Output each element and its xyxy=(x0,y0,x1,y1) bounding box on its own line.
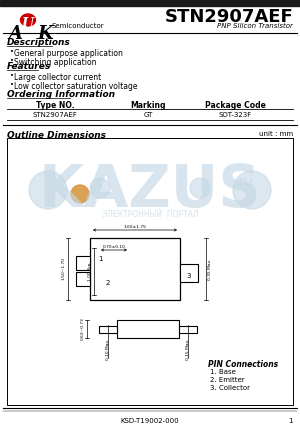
Text: PNP Silicon Transistor: PNP Silicon Transistor xyxy=(217,23,293,29)
Text: Ordering Information: Ordering Information xyxy=(7,90,115,99)
Text: A: A xyxy=(8,25,22,43)
Text: .ru: .ru xyxy=(235,175,254,189)
Text: Features: Features xyxy=(7,62,51,71)
Text: Package Code: Package Code xyxy=(205,101,266,110)
Text: 1.50~1.70: 1.50~1.70 xyxy=(62,258,66,281)
Text: 0.70±0.10: 0.70±0.10 xyxy=(103,245,125,249)
Bar xyxy=(76,256,90,270)
Text: 1: 1 xyxy=(98,256,102,262)
Text: 3: 3 xyxy=(187,273,191,279)
Circle shape xyxy=(233,171,271,209)
Text: 2: 2 xyxy=(106,280,110,286)
Text: 1.00 Typ.: 1.00 Typ. xyxy=(88,261,92,281)
Bar xyxy=(180,264,198,282)
Text: 1. Base: 1. Base xyxy=(210,369,236,375)
Text: 0.63~0.73: 0.63~0.73 xyxy=(81,317,85,340)
Text: General purpose application: General purpose application xyxy=(14,49,123,58)
Text: Marking: Marking xyxy=(130,101,166,110)
Bar xyxy=(7,138,293,405)
Text: Descriptions: Descriptions xyxy=(7,38,71,47)
Bar xyxy=(90,238,180,300)
Text: KAZUS: KAZUS xyxy=(39,162,261,218)
Ellipse shape xyxy=(20,14,35,26)
Bar xyxy=(117,320,179,338)
Text: Semiconductor: Semiconductor xyxy=(51,23,104,29)
Text: Type NO.: Type NO. xyxy=(36,101,74,110)
Text: STN2907AEF: STN2907AEF xyxy=(164,8,293,26)
Text: ЭЛЕКТРОННЫЙ  ПОРТАЛ: ЭЛЕКТРОННЫЙ ПОРТАЛ xyxy=(102,210,198,218)
Text: Switching application: Switching application xyxy=(14,58,97,67)
Text: 1: 1 xyxy=(289,418,293,424)
Text: STN2907AEF: STN2907AEF xyxy=(33,112,77,118)
Bar xyxy=(76,272,90,286)
Bar xyxy=(99,326,117,333)
Text: SOT-323F: SOT-323F xyxy=(218,112,252,118)
Circle shape xyxy=(190,178,210,198)
Circle shape xyxy=(90,178,110,198)
Text: U: U xyxy=(22,17,34,31)
Text: K: K xyxy=(37,25,52,43)
Text: unit : mm: unit : mm xyxy=(259,131,293,137)
Text: Large collector current: Large collector current xyxy=(14,73,101,82)
Text: Outline Dimensions: Outline Dimensions xyxy=(7,131,106,140)
Text: •: • xyxy=(10,82,14,88)
Text: 1.60±1.75: 1.60±1.75 xyxy=(124,225,146,229)
Text: PIN Connections: PIN Connections xyxy=(208,360,278,369)
Text: KSD-T19002-000: KSD-T19002-000 xyxy=(121,418,179,424)
Text: 0.35 Max.: 0.35 Max. xyxy=(208,258,212,280)
Text: •: • xyxy=(10,58,14,64)
Text: 0.15 Max.: 0.15 Max. xyxy=(186,338,190,360)
Bar xyxy=(179,326,197,333)
Circle shape xyxy=(71,185,89,203)
Text: GT: GT xyxy=(143,112,153,118)
Bar xyxy=(0,0,300,6)
Text: 0.10 Max.: 0.10 Max. xyxy=(106,339,110,360)
Text: •: • xyxy=(10,73,14,79)
Text: 2. Emitter: 2. Emitter xyxy=(210,377,244,383)
Text: 3. Collector: 3. Collector xyxy=(210,385,250,391)
Circle shape xyxy=(29,171,67,209)
Text: •: • xyxy=(10,49,14,55)
Text: Low collector saturation voltage: Low collector saturation voltage xyxy=(14,82,137,91)
